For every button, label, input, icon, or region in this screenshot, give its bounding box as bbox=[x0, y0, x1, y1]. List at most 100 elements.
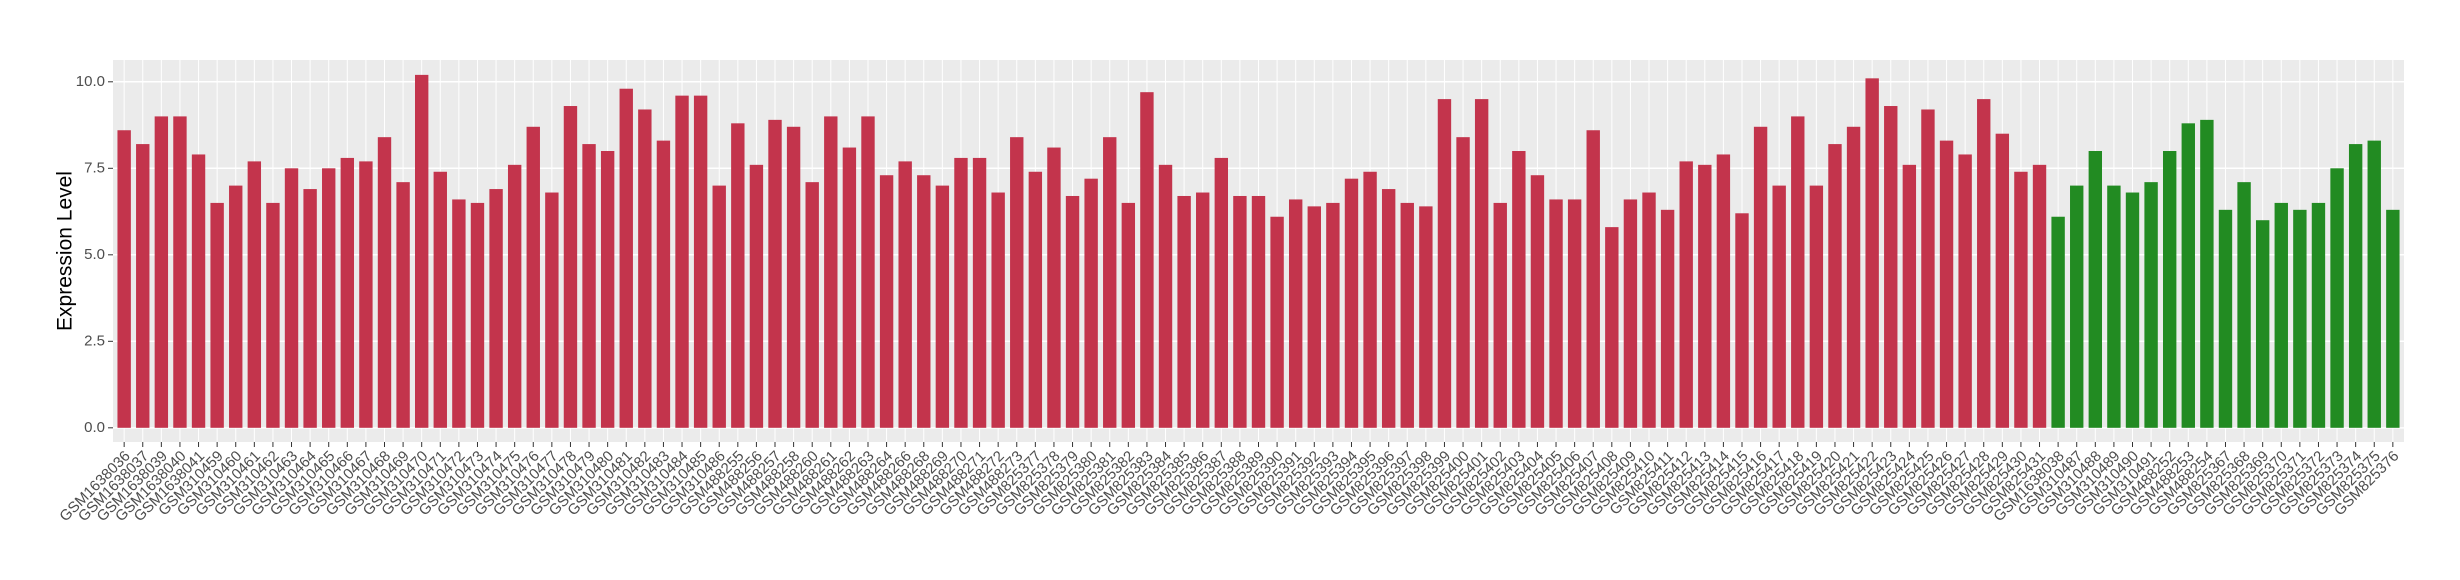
bar bbox=[2237, 182, 2251, 428]
bar bbox=[638, 109, 652, 428]
bar bbox=[1158, 164, 1173, 428]
bar bbox=[675, 95, 689, 428]
bar bbox=[507, 164, 522, 428]
bar bbox=[322, 168, 336, 428]
bar bbox=[1605, 227, 1619, 428]
bar bbox=[2051, 216, 2065, 428]
bar bbox=[1140, 92, 1154, 428]
bar bbox=[1474, 99, 1489, 428]
bar bbox=[1902, 164, 1917, 428]
bar bbox=[1010, 137, 1024, 428]
bar bbox=[749, 164, 764, 428]
bar bbox=[545, 192, 559, 428]
bar bbox=[693, 95, 708, 428]
bar bbox=[656, 140, 671, 428]
y-tick-label: 0.0 bbox=[84, 419, 105, 436]
bar bbox=[1716, 154, 1731, 428]
bar bbox=[1828, 144, 1842, 428]
bar bbox=[191, 154, 206, 428]
bar bbox=[266, 202, 280, 428]
bar bbox=[2088, 151, 2103, 428]
bar bbox=[805, 182, 819, 428]
y-tick-label: 7.5 bbox=[84, 159, 105, 176]
bar bbox=[2386, 209, 2400, 428]
bar bbox=[452, 199, 466, 428]
bar bbox=[229, 185, 243, 428]
bar bbox=[1642, 192, 1656, 428]
bar bbox=[1549, 199, 1563, 428]
bar bbox=[433, 171, 447, 428]
bar bbox=[154, 116, 169, 428]
bar bbox=[2255, 220, 2270, 428]
bar bbox=[173, 116, 187, 428]
bar bbox=[2293, 209, 2307, 428]
bar bbox=[1698, 164, 1712, 428]
bar bbox=[2200, 119, 2214, 428]
bar bbox=[1623, 199, 1638, 428]
bar bbox=[1307, 206, 1321, 428]
bar bbox=[1995, 133, 2010, 428]
bar bbox=[2274, 202, 2288, 428]
bar bbox=[1326, 202, 1340, 428]
bar bbox=[1865, 78, 1879, 428]
bar bbox=[1958, 154, 1972, 428]
bar bbox=[396, 182, 410, 428]
bar bbox=[136, 144, 150, 428]
bar bbox=[117, 130, 131, 428]
bar bbox=[1753, 126, 1768, 428]
bar bbox=[619, 88, 633, 428]
bar bbox=[414, 74, 429, 428]
bar bbox=[1288, 199, 1303, 428]
bar bbox=[1344, 178, 1359, 428]
bar bbox=[972, 157, 987, 428]
bar bbox=[1772, 185, 1786, 428]
bar bbox=[303, 189, 317, 428]
bar bbox=[954, 157, 968, 428]
bar bbox=[210, 202, 224, 428]
bar bbox=[2367, 140, 2381, 428]
bar bbox=[712, 185, 726, 428]
bar bbox=[731, 123, 745, 428]
bar bbox=[1530, 175, 1545, 428]
bar bbox=[1233, 195, 1247, 428]
y-tick-label: 10.0 bbox=[76, 73, 105, 90]
bar bbox=[1977, 99, 1991, 428]
bar bbox=[1196, 192, 1210, 428]
bar bbox=[861, 116, 875, 428]
bar bbox=[2162, 151, 2177, 428]
bar bbox=[1103, 137, 1117, 428]
bar bbox=[1381, 189, 1396, 428]
bar bbox=[879, 175, 894, 428]
bar bbox=[1512, 151, 1526, 428]
bar bbox=[2070, 185, 2084, 428]
bar bbox=[1809, 185, 1824, 428]
bar bbox=[2125, 192, 2140, 428]
bar bbox=[2014, 171, 2028, 428]
bar bbox=[1567, 199, 1582, 428]
bar bbox=[2348, 144, 2363, 428]
bar bbox=[1437, 99, 1452, 428]
bar bbox=[1400, 202, 1414, 428]
bar bbox=[1884, 106, 1898, 428]
bar bbox=[1047, 147, 1061, 428]
bar bbox=[563, 106, 578, 428]
bar bbox=[1270, 216, 1284, 428]
bar bbox=[768, 119, 782, 428]
bar bbox=[1251, 195, 1266, 428]
bar bbox=[489, 189, 503, 428]
bar bbox=[898, 161, 912, 428]
bar bbox=[340, 157, 355, 428]
bar bbox=[824, 116, 838, 428]
bar bbox=[935, 185, 950, 428]
bar bbox=[1121, 202, 1136, 428]
bar bbox=[359, 161, 373, 428]
bar bbox=[1679, 161, 1693, 428]
y-tick-label: 2.5 bbox=[84, 332, 105, 349]
bar bbox=[1065, 195, 1080, 428]
bar bbox=[1177, 195, 1191, 428]
bar bbox=[917, 175, 931, 428]
bar bbox=[1493, 202, 1507, 428]
bar bbox=[377, 137, 392, 428]
